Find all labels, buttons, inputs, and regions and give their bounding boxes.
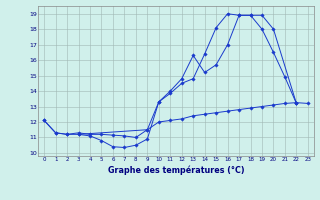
X-axis label: Graphe des températures (°C): Graphe des températures (°C) [108,165,244,175]
